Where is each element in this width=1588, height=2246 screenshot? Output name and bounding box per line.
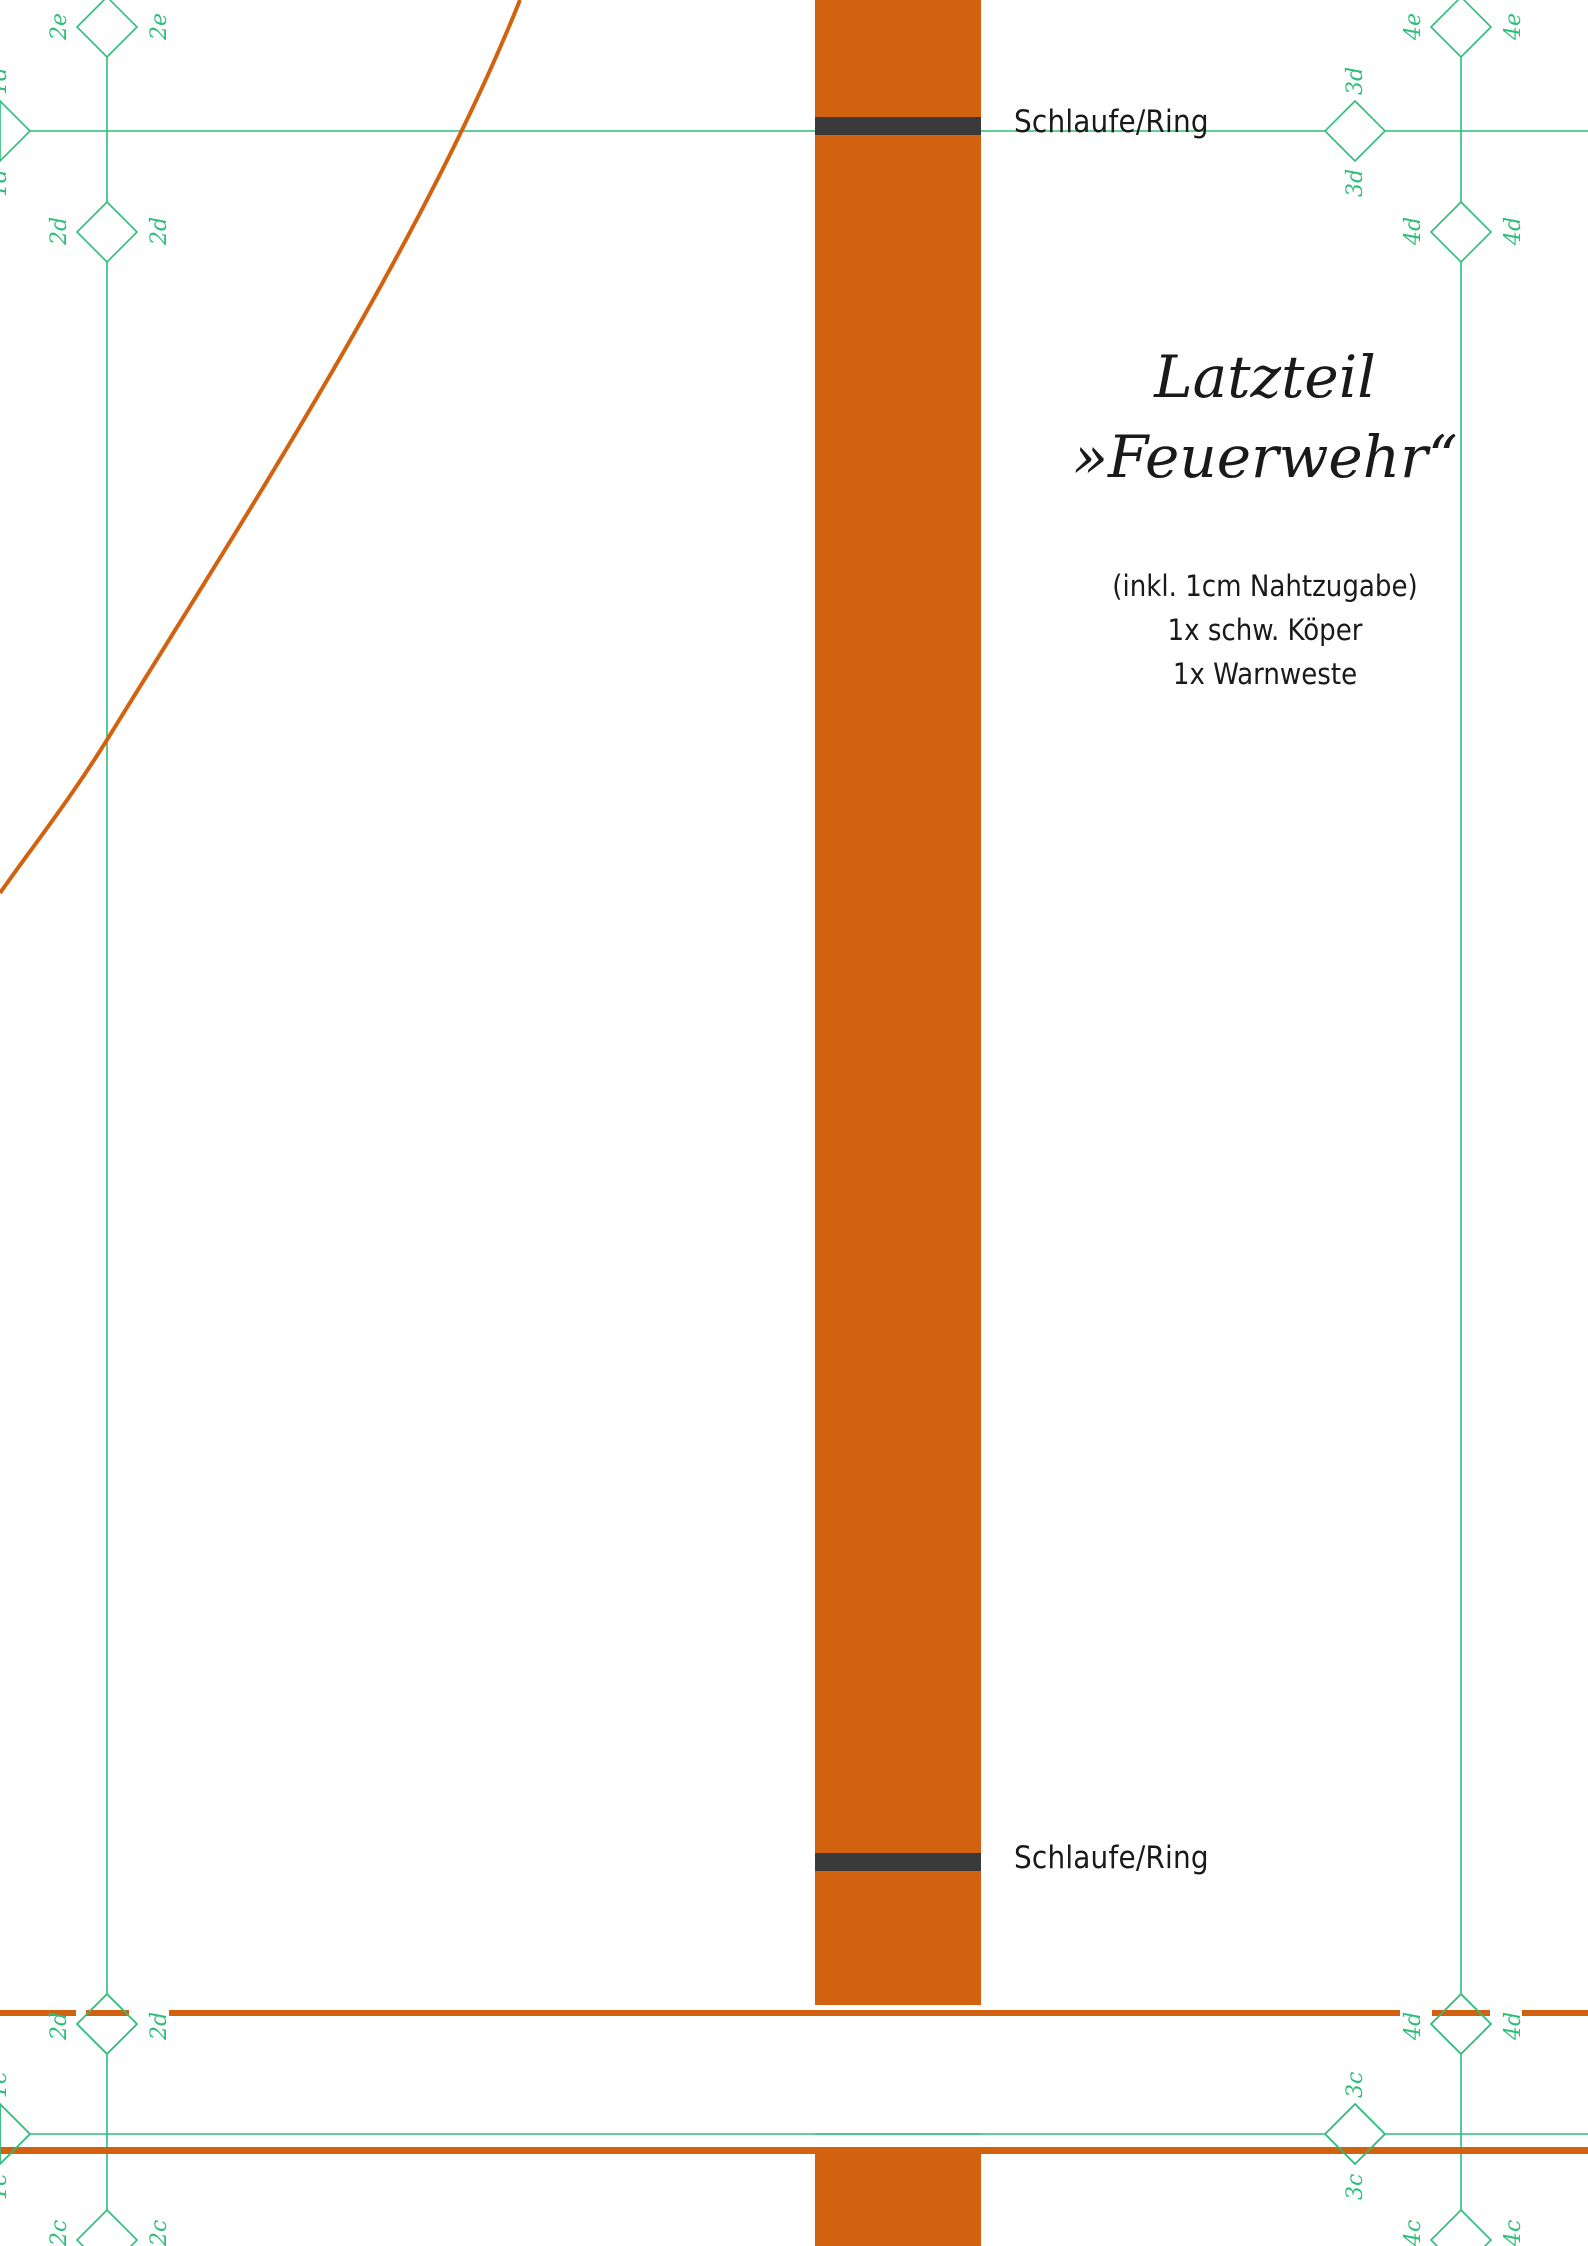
waistband-line-bottom bbox=[0, 2147, 1588, 2154]
mark-label: 4d bbox=[1501, 2012, 1526, 2041]
mark-label: 1d bbox=[0, 169, 12, 197]
diamond-mark bbox=[75, 2208, 139, 2246]
mark-label: 2d bbox=[147, 2012, 172, 2041]
mark-label: 4c bbox=[1401, 2220, 1426, 2246]
mark-label: 3c bbox=[1343, 2174, 1368, 2200]
diamond-mark bbox=[1429, 200, 1493, 264]
armhole-curve bbox=[0, 0, 522, 895]
mark-label: 4d bbox=[1501, 217, 1526, 246]
instruction-fabric-twill: 1x schw. Köper bbox=[1167, 613, 1363, 647]
mark-label: 1c bbox=[0, 2174, 12, 2200]
diamond-mark bbox=[1429, 2208, 1493, 2246]
mark-label: 4d bbox=[1401, 2012, 1426, 2041]
mark-label: 4c bbox=[1501, 2220, 1526, 2246]
loop-ring-label-top: Schlaufe/Ring bbox=[1014, 104, 1209, 140]
loop-ring-mark-top bbox=[815, 117, 981, 135]
mark-label: 2e bbox=[47, 13, 72, 41]
diamond-mark bbox=[1323, 99, 1387, 163]
mark-label: 3c bbox=[1343, 2072, 1368, 2098]
diamond-mark bbox=[75, 1992, 139, 2056]
mark-label: 2d bbox=[47, 217, 72, 246]
registration-labels: 2e 2e 4e 4e 3d 3d 2d 2d 4d 4d 2d 2d 4d 4… bbox=[0, 13, 1526, 2246]
mark-label: 1c bbox=[0, 2072, 12, 2098]
mark-label: 2c bbox=[147, 2220, 172, 2246]
mark-label: 4d bbox=[1401, 217, 1426, 246]
diamond-mark bbox=[75, 200, 139, 264]
pattern-title-line1: Latzteil bbox=[1154, 343, 1376, 411]
mark-label: 3d bbox=[1343, 169, 1368, 197]
diamond-mark bbox=[0, 99, 32, 163]
instruction-fabric-vest: 1x Warnweste bbox=[1172, 657, 1358, 691]
loop-ring-label-bottom: Schlaufe/Ring bbox=[1014, 1840, 1209, 1876]
bib-strap bbox=[815, 0, 981, 2005]
mark-label: 2d bbox=[147, 217, 172, 246]
mark-label: 1d bbox=[0, 67, 12, 95]
registration-diamonds bbox=[0, 0, 1493, 2246]
diamond-mark bbox=[0, 2102, 32, 2166]
pattern-title-line2: »Feuerwehr“ bbox=[1072, 423, 1458, 491]
diamond-mark bbox=[1429, 1992, 1493, 2056]
diamond-mark bbox=[1429, 0, 1493, 59]
mark-label: 3d bbox=[1343, 67, 1368, 95]
mark-label: 4e bbox=[1501, 13, 1526, 41]
mark-label: 2e bbox=[147, 13, 172, 41]
diamond-mark bbox=[75, 0, 139, 59]
waistband-line-top bbox=[0, 2010, 1588, 2016]
mark-label: 2d bbox=[47, 2012, 72, 2041]
mark-label: 2c bbox=[47, 2220, 72, 2246]
bib-strap-lower bbox=[815, 2150, 981, 2246]
diamond-mark bbox=[1323, 2102, 1387, 2166]
line-gaps bbox=[76, 2006, 1522, 2020]
instruction-seam-allowance: (inkl. 1cm Nahtzugabe) bbox=[1112, 569, 1418, 603]
mark-label: 4e bbox=[1401, 13, 1426, 41]
loop-ring-mark-bottom bbox=[815, 1853, 981, 1871]
